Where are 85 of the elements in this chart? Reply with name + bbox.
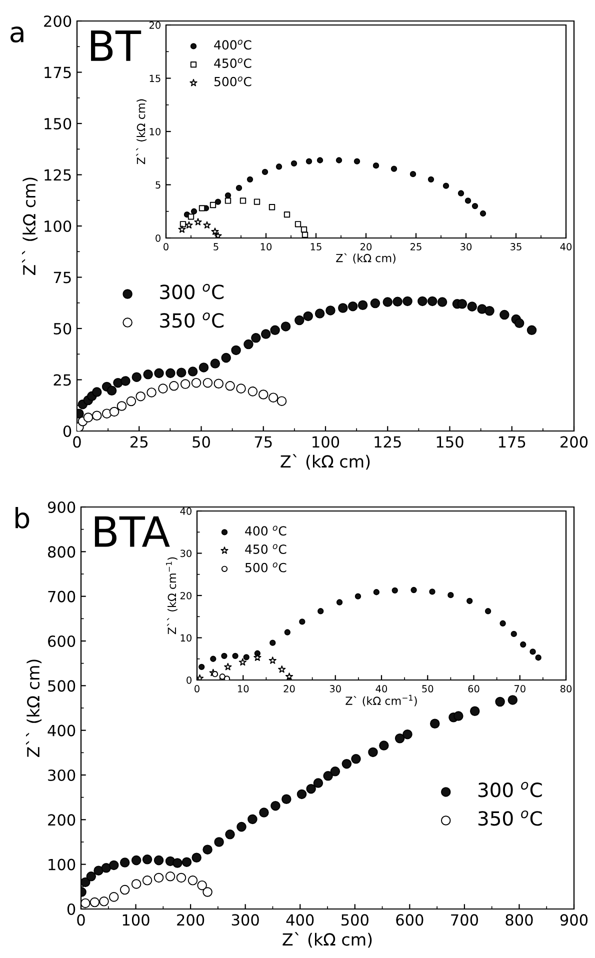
x-tick-label: 200 xyxy=(560,436,588,448)
y-tick-label: 125 xyxy=(44,169,71,181)
y-axis-title: Z`` (kΩ cm$^{−1}$) xyxy=(166,557,178,634)
x-tick-label: 40 xyxy=(560,243,572,250)
y-tick-label: 0 xyxy=(63,425,72,438)
x-tick-label: 50 xyxy=(422,685,434,692)
legend-label: 300 $^{o}$C xyxy=(478,782,542,798)
y-tick-label: 200 xyxy=(44,15,72,28)
legend-label: 500$^{o}$C xyxy=(214,76,252,86)
legend-label: 450 $^{o}$C xyxy=(245,544,286,554)
x-tick-label: 20 xyxy=(284,685,295,692)
x-axis-title: Z` (kΩ cm$^{−1}$) xyxy=(346,694,417,706)
y-axis-title: Z`` (kΩ cm) xyxy=(22,178,38,275)
y-tick-label: 75 xyxy=(54,272,71,284)
legend-label: 400 $^{o}$C xyxy=(245,526,286,536)
x-tick-label: 400 xyxy=(286,914,314,926)
x-tick-label: 25 xyxy=(410,243,422,250)
x-tick-label: 35 xyxy=(510,243,522,250)
y-axis-title: Z`` (kΩ cm) xyxy=(26,660,42,757)
y-tick-label: 0 xyxy=(156,234,160,242)
y-tick-label: 0 xyxy=(67,903,76,916)
legend-label: 500 $^{o}$C xyxy=(245,562,286,572)
y-tick-label: 100 xyxy=(48,858,76,870)
x-tick-label: 20 xyxy=(360,243,372,250)
x-tick-label: 0 xyxy=(164,243,168,250)
y-tick-label: 600 xyxy=(48,635,76,648)
x-tick-label: 80 xyxy=(560,685,572,692)
legend-label: 300 $^{o}$C xyxy=(160,284,224,300)
annotation: BT xyxy=(91,30,142,61)
legend-label: 400$^{o}$C xyxy=(214,40,252,50)
y-tick-label: 20 xyxy=(149,21,160,29)
legend-label: 450$^{o}$C xyxy=(214,58,252,68)
x-tick-label: 125 xyxy=(374,436,401,448)
x-tick-label: 300 xyxy=(232,914,259,926)
x-tick-label: 0 xyxy=(194,685,200,692)
x-tick-label: 30 xyxy=(460,243,472,250)
x-axis-title: Z` (kΩ cm) xyxy=(280,454,370,470)
annotation: BTA xyxy=(94,516,170,547)
y-tick-label: 30 xyxy=(180,550,192,558)
x-axis-title: Z` (kΩ cm) xyxy=(336,253,396,264)
text: a xyxy=(10,26,24,42)
x-tick-label: 900 xyxy=(560,914,588,926)
y-axis-title: Z`` (kΩ cm) xyxy=(136,99,147,164)
text: b xyxy=(16,507,30,528)
x-tick-label: 500 xyxy=(341,914,368,926)
x-tick-label: 800 xyxy=(506,914,533,926)
y-tick-label: 10 xyxy=(180,634,192,642)
x-tick-label: 5 xyxy=(214,243,218,250)
x-tick-label: 70 xyxy=(514,685,526,692)
y-tick-label: 400 xyxy=(48,724,76,736)
x-tick-label: 10 xyxy=(260,243,272,250)
x-tick-label: 15 xyxy=(310,243,322,250)
x-tick-label: 30 xyxy=(330,685,341,692)
x-tick-label: 600 xyxy=(396,914,424,926)
x-tick-label: 60 xyxy=(468,685,480,692)
x-axis-title: Z` (kΩ cm) xyxy=(282,932,372,948)
y-tick-label: 10 xyxy=(150,128,160,136)
x-tick-label: 100 xyxy=(122,914,150,926)
x-tick-label: 700 xyxy=(451,914,478,926)
x-tick-label: 100 xyxy=(312,436,340,448)
y-tick-label: 25 xyxy=(54,374,71,386)
x-tick-label: 10 xyxy=(238,685,249,692)
legend-label: 350 $^{o}$C xyxy=(478,810,542,826)
y-tick-label: 20 xyxy=(180,592,192,600)
y-tick-label: 5 xyxy=(156,181,160,189)
y-tick-label: 50 xyxy=(54,322,72,335)
y-tick-label: 150 xyxy=(44,118,72,130)
y-tick-label: 100 xyxy=(44,220,72,232)
y-tick-label: 0 xyxy=(186,676,192,684)
y-tick-label: 200 xyxy=(48,814,76,826)
x-tick-label: 50 xyxy=(192,436,210,448)
x-tick-label: 0 xyxy=(77,914,85,926)
y-tick-label: 40 xyxy=(180,507,192,515)
x-tick-label: 175 xyxy=(498,436,526,448)
y-tick-label: 800 xyxy=(48,546,76,558)
legend-label: 350 $^{o}$C xyxy=(160,312,224,328)
y-tick-label: 900 xyxy=(48,501,76,514)
y-tick-label: 300 xyxy=(48,769,76,782)
x-tick-label: 40 xyxy=(376,685,388,692)
x-tick-label: 75 xyxy=(254,436,272,448)
y-tick-label: 15 xyxy=(150,74,160,82)
x-tick-label: 150 xyxy=(436,436,464,448)
y-tick-label: 700 xyxy=(48,590,76,602)
y-tick-label: 175 xyxy=(44,66,71,78)
x-tick-label: 25 xyxy=(130,436,148,448)
